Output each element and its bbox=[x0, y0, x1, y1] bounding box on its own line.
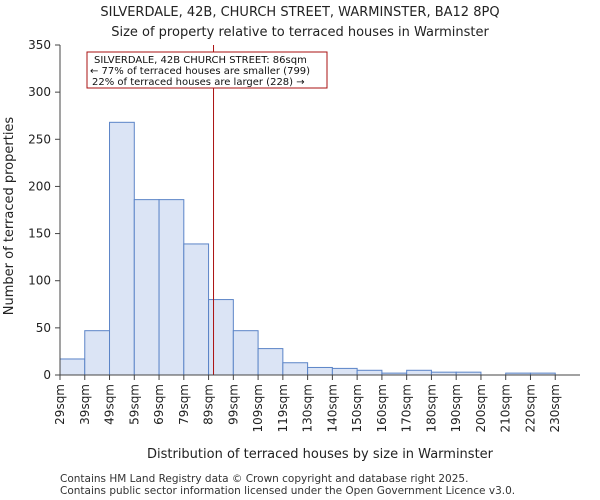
x-tick-label: 59sqm bbox=[127, 384, 141, 425]
histogram-bar bbox=[307, 366, 333, 376]
annotation-box: SILVERDALE, 42B CHURCH STREET: 86sqm ← 7… bbox=[86, 51, 328, 89]
annotation-line-2: ← 77% of terraced houses are smaller (79… bbox=[90, 66, 310, 77]
y-tick-label: 250 bbox=[28, 132, 51, 146]
x-tick-label: 140sqm bbox=[325, 384, 339, 432]
x-tick-label: 89sqm bbox=[202, 384, 216, 425]
histogram-bar bbox=[59, 358, 86, 376]
bars-group bbox=[59, 121, 556, 376]
histogram-bar bbox=[133, 199, 160, 376]
histogram-bar bbox=[208, 299, 234, 376]
y-axis-label: Number of terraced properties bbox=[2, 117, 17, 316]
chart-subtitle: Size of property relative to terraced ho… bbox=[111, 25, 489, 40]
x-tick-label: 220sqm bbox=[523, 384, 537, 432]
x-tick-label: 150sqm bbox=[350, 384, 364, 432]
chart-title: SILVERDALE, 42B, CHURCH STREET, WARMINST… bbox=[100, 5, 499, 20]
y-tick-label: 50 bbox=[36, 321, 51, 335]
x-tick-label: 180sqm bbox=[424, 384, 438, 432]
x-tick-label: 49sqm bbox=[103, 384, 117, 425]
x-tick-label: 29sqm bbox=[53, 384, 67, 425]
x-tick-label: 79sqm bbox=[177, 384, 191, 425]
histogram-bar bbox=[406, 369, 432, 376]
histogram-bar bbox=[84, 330, 111, 376]
x-axis-label: Distribution of terraced houses by size … bbox=[147, 447, 494, 462]
x-tick-label: 109sqm bbox=[251, 384, 265, 432]
annotation-line-3: 22% of terraced houses are larger (228) … bbox=[92, 77, 305, 88]
histogram-bar bbox=[158, 199, 185, 376]
y-tick-label: 200 bbox=[28, 179, 51, 193]
x-tick-label: 119sqm bbox=[276, 384, 290, 432]
x-tick-label: 210sqm bbox=[499, 384, 513, 432]
x-tick-label: 170sqm bbox=[400, 384, 414, 432]
y-tick-label: 0 bbox=[43, 368, 51, 382]
y-tick-label: 300 bbox=[28, 85, 51, 99]
annotation-rect bbox=[86, 51, 328, 89]
y-tick-label: 150 bbox=[28, 227, 51, 241]
histogram-bar bbox=[232, 330, 259, 376]
x-tick-label: 160sqm bbox=[375, 384, 389, 432]
histogram-bar bbox=[356, 369, 383, 376]
x-tick-label: 190sqm bbox=[449, 384, 463, 432]
footer-line-1: Contains HM Land Registry data © Crown c… bbox=[60, 473, 468, 485]
x-tick-label: 39sqm bbox=[78, 384, 92, 425]
x-tick-label: 200sqm bbox=[474, 384, 488, 432]
x-tick-label: 130sqm bbox=[301, 384, 315, 432]
footer-line-2: Contains public sector information licen… bbox=[60, 485, 515, 497]
x-ticks-group: 29sqm 39sqm 49sqm 59sqm 69sqm 79sqm 89sqm 99sqm… bbox=[53, 375, 562, 432]
x-tick-label: 230sqm bbox=[548, 384, 562, 432]
histogram-bar bbox=[109, 121, 135, 376]
histogram-bar bbox=[331, 367, 358, 376]
x-tick-label: 99sqm bbox=[226, 384, 240, 425]
y-tick-label: 350 bbox=[28, 38, 51, 52]
histogram-bar bbox=[257, 348, 284, 376]
annotation-line-1: SILVERDALE, 42B CHURCH STREET: 86sqm bbox=[94, 55, 307, 66]
histogram-bar bbox=[282, 362, 309, 376]
x-tick-label: 69sqm bbox=[152, 384, 166, 425]
y-ticks-group: 0 50 100 150 200 250 300 350 bbox=[28, 38, 60, 382]
histogram-bar bbox=[183, 243, 210, 376]
y-tick-label: 100 bbox=[28, 274, 51, 288]
